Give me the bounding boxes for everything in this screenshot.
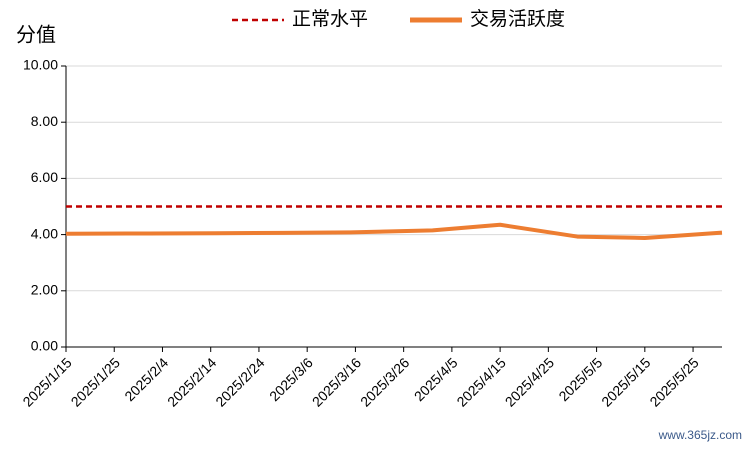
y-tick-label: 2.00 bbox=[31, 282, 58, 298]
x-tick-label: 2025/5/25 bbox=[646, 354, 702, 410]
x-tick-label: 2025/4/25 bbox=[502, 354, 558, 410]
y-tick-label: 10.00 bbox=[23, 57, 58, 73]
x-tick-label: 2025/2/14 bbox=[164, 354, 220, 410]
x-tick-label: 2025/5/15 bbox=[598, 354, 654, 410]
x-tick-label: 2025/4/5 bbox=[411, 354, 461, 404]
x-tick-label: 2025/4/15 bbox=[453, 354, 509, 410]
watermark: www.365jz.com bbox=[658, 428, 742, 442]
legend-label: 正常水平 bbox=[292, 8, 368, 30]
x-tick-label: 2025/1/25 bbox=[68, 354, 124, 410]
x-tick-label: 2025/3/6 bbox=[266, 354, 316, 404]
x-tick-label: 2025/5/5 bbox=[555, 354, 605, 404]
x-tick-label: 2025/3/16 bbox=[309, 354, 365, 410]
legend-label: 交易活跃度 bbox=[470, 8, 565, 30]
y-tick-label: 6.00 bbox=[31, 169, 58, 185]
x-tick-label: 2025/3/26 bbox=[357, 354, 413, 410]
y-axis-label: 分值 bbox=[16, 23, 56, 46]
y-tick-label: 4.00 bbox=[31, 225, 58, 241]
x-tick-label: 2025/2/24 bbox=[212, 354, 268, 410]
y-tick-label: 8.00 bbox=[31, 113, 58, 129]
x-tick-label: 2025/1/15 bbox=[19, 354, 75, 410]
series-line bbox=[65, 222, 723, 240]
y-tick-label: 0.00 bbox=[31, 338, 58, 354]
x-tick-label: 2025/2/4 bbox=[121, 354, 171, 404]
